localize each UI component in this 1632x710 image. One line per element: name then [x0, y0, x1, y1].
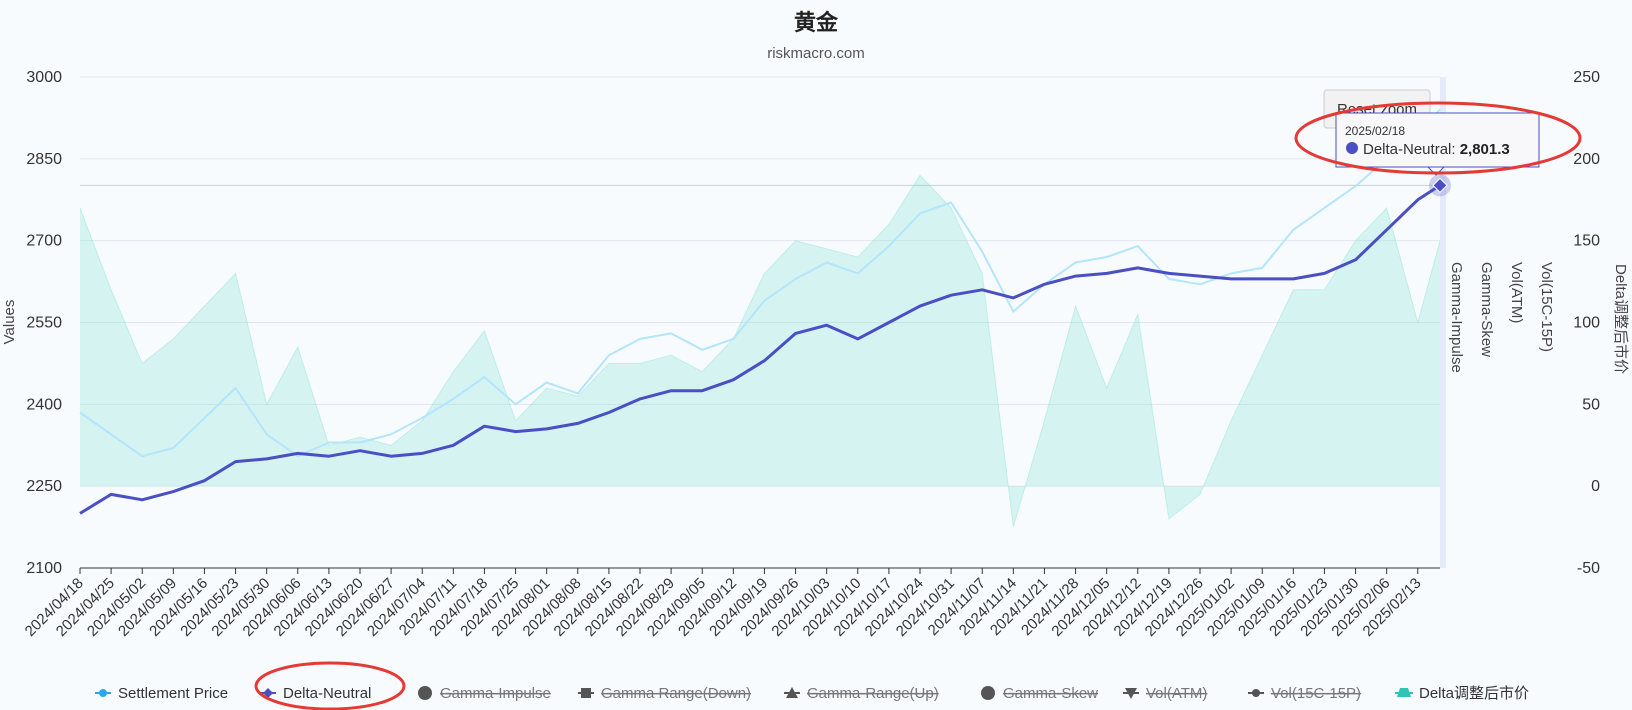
annotations [254, 101, 1582, 710]
y2-tick-label: 0 [1591, 478, 1600, 495]
highlight-ellipse-tooltip [1294, 101, 1582, 175]
right-axis-titles: Gamma-Impulse Gamma-Skew Vol(ATM) Vol(15C-1… [1448, 262, 1629, 374]
y-tick-label: 2250 [26, 478, 62, 495]
legend-label: Gamma-Range(Up) [807, 685, 939, 702]
right-axis-title: Gamma-Skew [1478, 262, 1495, 357]
y2-tick-label: 250 [1573, 69, 1600, 86]
y2-tick-label: 150 [1573, 233, 1600, 250]
right-axis-title: Gamma-Impulse [1448, 262, 1465, 373]
y-tick-label: 2550 [26, 315, 62, 332]
tooltip-series-dot [1346, 142, 1358, 154]
legend-label: Vol(15C-15P) [1271, 685, 1361, 702]
x-axis: 2024/04/182024/04/252024/05/022024/05/09… [22, 568, 1425, 640]
right-y-axis: -50 0 50 100 150 200 250 [1573, 69, 1600, 577]
legend-symbol-triangle-down [1125, 688, 1137, 699]
right-axis-title: Vol(15C-15P) [1538, 262, 1555, 352]
legend-item[interactable]: Settlement Price [95, 685, 228, 702]
legend-item[interactable]: Gamma Range(Down) [578, 685, 751, 702]
left-y-axis: 2100 2250 2400 2550 2700 2850 3000 [26, 69, 62, 577]
tooltip-value: 2,801.3 [1460, 141, 1510, 158]
line-series-group [79, 108, 1451, 515]
chart-title: 黄金 [794, 10, 839, 35]
right-axis-title: Delta调整后市价 [1612, 264, 1629, 374]
legend-symbol-circle [418, 686, 432, 700]
y2-tick-label: 100 [1573, 315, 1600, 332]
legend-symbol-circle [99, 689, 107, 697]
y-tick-label: 2100 [26, 560, 62, 577]
legend-item[interactable]: Gamma-Impulse [418, 685, 551, 702]
tooltip-pointer [1426, 166, 1446, 176]
area-series-group [79, 174, 1441, 528]
tooltip: 2025/02/18 Delta-Neutral: 2,801.3 [1335, 112, 1540, 176]
legend-symbol-area [1397, 688, 1411, 697]
legend-label: Vol(ATM) [1146, 685, 1207, 702]
line-series [79, 184, 1441, 515]
grid-lines [80, 76, 1446, 569]
legend-item[interactable]: Delta-Neutral [260, 685, 371, 702]
y-tick-label: 2850 [26, 151, 62, 168]
legend-symbol-diamond [263, 688, 273, 698]
hover-band [1440, 77, 1446, 568]
y2-tick-label: 200 [1573, 151, 1600, 168]
y-tick-label: 3000 [26, 69, 62, 86]
tooltip-date: 2025/02/18 [1345, 124, 1405, 138]
legend-item[interactable]: Vol(15C-15P) [1248, 685, 1361, 702]
chart-subtitle: riskmacro.com [767, 45, 865, 62]
tooltip-series-label: Delta-Neutral: 2,801.3 [1363, 141, 1510, 158]
legend-label: Gamma-Impulse [440, 685, 551, 702]
y2-tick-label: 50 [1582, 396, 1600, 413]
tooltip-box [1335, 112, 1540, 168]
legend-label: Gamma-Skew [1003, 685, 1098, 702]
legend-label: Settlement Price [118, 685, 228, 702]
y-tick-label: 2700 [26, 233, 62, 250]
legend-item[interactable]: Gamma-Skew [981, 685, 1098, 702]
right-axis-title: Vol(ATM) [1508, 262, 1525, 323]
legend-item[interactable]: Vol(ATM) [1123, 685, 1207, 702]
legend-label: Gamma Range(Down) [601, 685, 751, 702]
highlight-ellipse-legend [254, 661, 406, 710]
legend-item[interactable]: Delta调整后市价 [1395, 685, 1529, 702]
y2-tick-label: -50 [1577, 560, 1600, 577]
legend-label: Delta-Neutral [283, 685, 371, 702]
legend-symbol-triangle [786, 687, 798, 698]
legend-label: Delta调整后市价 [1419, 685, 1529, 702]
area-series-fill [80, 175, 1440, 528]
area-series-edge [79, 174, 1441, 528]
y-axis-title: Values [1, 300, 18, 345]
legend-symbol-circle [1252, 689, 1260, 697]
hover-point [1432, 177, 1448, 194]
y-tick-label: 2400 [26, 396, 62, 413]
legend-item[interactable]: Gamma-Range(Up) [784, 685, 939, 702]
legend-symbol-square [581, 688, 591, 698]
legend: Settlement Price Delta-Neutral Gamma-Impul… [95, 685, 1529, 702]
legend-symbol-circle [981, 686, 995, 700]
